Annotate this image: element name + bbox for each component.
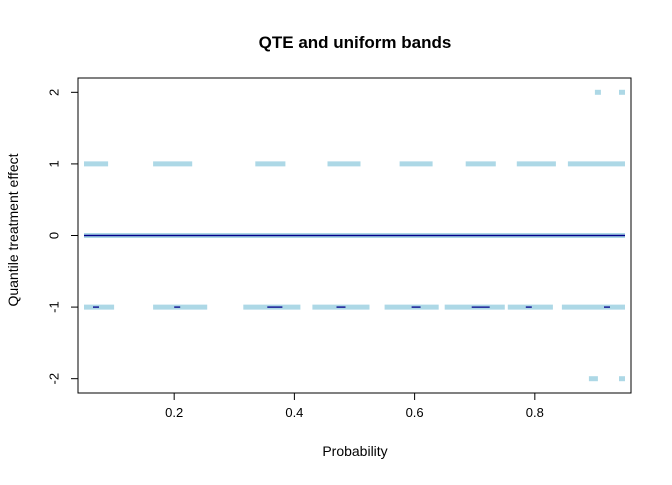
x-tick-label: 0.6 <box>406 405 424 420</box>
y-axis: -2 -1 0 1 2 <box>47 89 79 385</box>
x-tick-label: 0.8 <box>526 405 544 420</box>
x-axis-label: Probability <box>322 443 387 459</box>
y-tick-label: -2 <box>47 373 62 385</box>
x-axis: 0.2 0.4 0.6 0.8 <box>165 392 544 420</box>
x-tick-label: 0.4 <box>285 405 303 420</box>
chart-title: QTE and uniform bands <box>259 33 452 52</box>
y-axis-label: Quantile treatment effect <box>5 153 21 306</box>
y-tick-label: 1 <box>47 160 62 167</box>
y-tick-label: 2 <box>47 89 62 96</box>
x-tick-label: 0.2 <box>165 405 183 420</box>
y-tick-label: -1 <box>47 301 62 313</box>
qte-layer <box>84 234 625 308</box>
y-tick-label: 0 <box>47 232 62 239</box>
